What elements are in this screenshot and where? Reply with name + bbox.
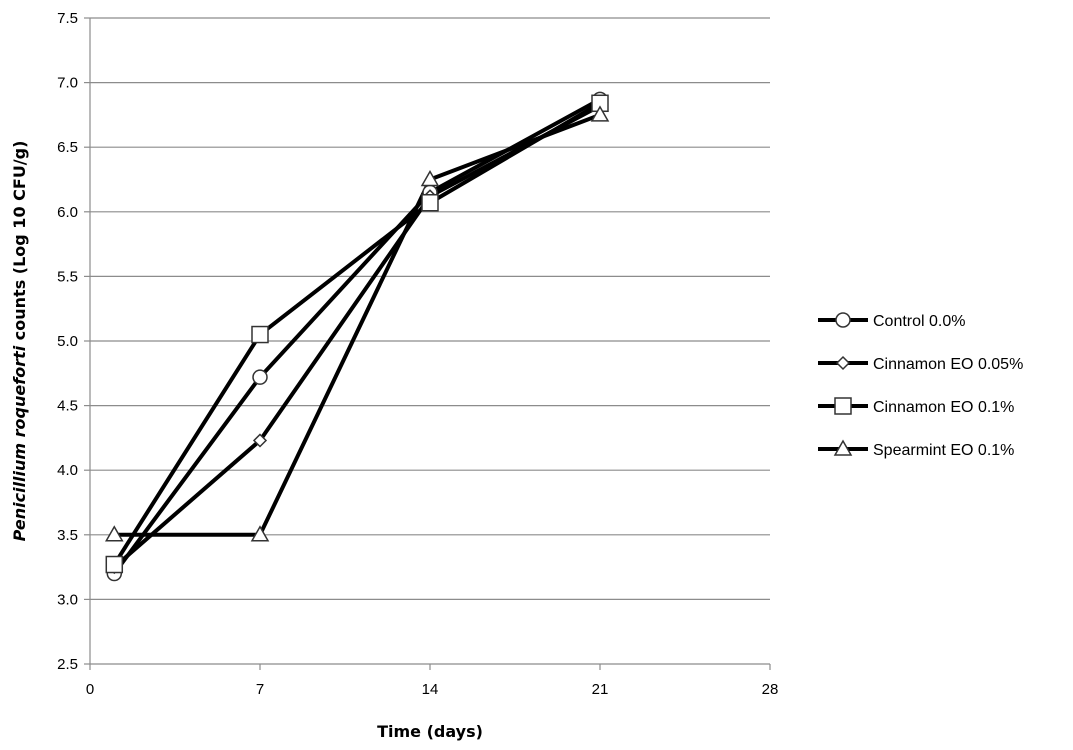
data-point-0-1 xyxy=(252,369,268,385)
x-tick-label: 21 xyxy=(592,681,609,698)
x-tick-label: 0 xyxy=(86,681,94,698)
y-axis-label-rest: counts (Log 10 CFU/g) xyxy=(10,141,29,346)
data-point-2-0 xyxy=(105,555,124,574)
series-line-1 xyxy=(112,104,601,569)
legend: Control 0.0% Cinnamon EO 0.05% Cinnamon EO… xyxy=(818,312,1023,459)
series-lines xyxy=(112,97,602,575)
data-point-2-2 xyxy=(421,194,439,212)
legend-item-3: Spearmint EO 0.1% xyxy=(818,439,1014,459)
data-point-1-1 xyxy=(252,433,268,448)
series-line-2 xyxy=(112,101,602,566)
y-tick-label: 3.0 xyxy=(57,591,78,608)
data-point-3-1 xyxy=(250,525,270,542)
y-tick-label: 5.0 xyxy=(57,333,78,350)
y-tick-label: 2.5 xyxy=(57,656,78,673)
y-tick-labels: 2.5 3.0 3.5 4.0 4.5 5.0 5.5 6.0 6.5 7.0 7.5 xyxy=(57,10,78,673)
y-axis-label: Penicillium roqueforti counts (Log 10 CF… xyxy=(10,141,29,542)
legend-marker xyxy=(833,439,853,456)
x-tick-label: 14 xyxy=(422,681,439,698)
legend-label: Cinnamon EO 0.1% xyxy=(873,399,1014,416)
x-axis-label: Time (days) xyxy=(377,722,483,741)
y-tick-label: 7.5 xyxy=(57,10,78,27)
y-tick-label: 5.5 xyxy=(57,268,78,285)
axes xyxy=(84,17,771,670)
series-group xyxy=(104,91,610,582)
series-line-3 xyxy=(114,113,601,537)
y-axis-label-italic: Penicillium roqueforti xyxy=(10,345,29,541)
x-tick-labels: 0 7 14 21 28 xyxy=(86,681,779,698)
legend-marker xyxy=(834,397,852,415)
data-point-2-1 xyxy=(251,325,269,344)
data-point-3-0 xyxy=(104,525,124,542)
series-markers xyxy=(104,91,610,582)
y-tick-label: 6.0 xyxy=(57,204,78,221)
y-tick-label: 4.0 xyxy=(57,462,78,479)
y-tick-label: 4.5 xyxy=(57,398,78,415)
legend-item-1: Cinnamon EO 0.05% xyxy=(818,355,1023,373)
y-tick-label: 3.5 xyxy=(57,527,78,544)
grid xyxy=(90,17,770,601)
y-tick-label: 7.0 xyxy=(57,75,78,92)
legend-item-0: Control 0.0% xyxy=(818,312,966,330)
legend-item-2: Cinnamon EO 0.1% xyxy=(818,397,1014,416)
x-tick-label: 28 xyxy=(762,681,779,698)
legend-label: Cinnamon EO 0.05% xyxy=(873,356,1023,373)
data-point-3-3 xyxy=(590,105,610,122)
legend-marker xyxy=(835,312,851,328)
legend-label: Spearmint EO 0.1% xyxy=(873,442,1014,459)
legend-marker xyxy=(835,355,851,371)
data-point-3-2 xyxy=(420,169,440,187)
y-tick-label: 6.5 xyxy=(57,139,78,156)
legend-label: Control 0.0% xyxy=(873,313,966,330)
x-tick-label: 7 xyxy=(256,681,264,698)
